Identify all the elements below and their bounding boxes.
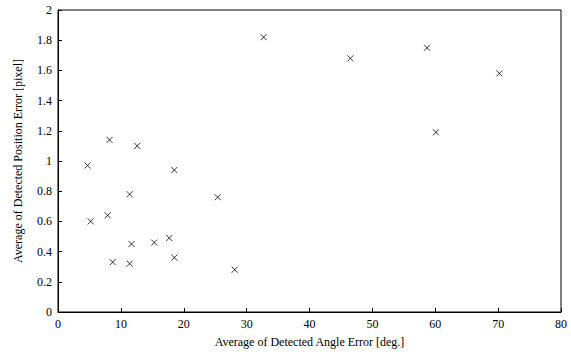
svg-text:1.2: 1.2 [37,124,52,138]
svg-text:Average of Detected Position E: Average of Detected Position Error [pixe… [11,59,25,263]
svg-text:30: 30 [241,317,253,331]
svg-text:1.8: 1.8 [37,33,52,47]
svg-text:0.4: 0.4 [37,245,52,259]
svg-text:0: 0 [55,317,61,331]
svg-text:10: 10 [115,317,127,331]
svg-text:Average of Detected Angle Erro: Average of Detected Angle Error [deg.] [215,335,405,349]
svg-text:1: 1 [46,154,52,168]
svg-text:60: 60 [429,317,441,331]
svg-text:1.4: 1.4 [37,94,52,108]
svg-text:2: 2 [46,3,52,17]
svg-text:0: 0 [46,305,52,319]
svg-text:0.2: 0.2 [37,275,52,289]
svg-text:50: 50 [366,317,378,331]
svg-text:70: 70 [492,317,504,331]
svg-text:0.8: 0.8 [37,184,52,198]
svg-text:1.6: 1.6 [37,63,52,77]
svg-text:20: 20 [178,317,190,331]
svg-text:80: 80 [555,317,567,331]
svg-text:0.6: 0.6 [37,214,52,228]
svg-text:40: 40 [304,317,316,331]
